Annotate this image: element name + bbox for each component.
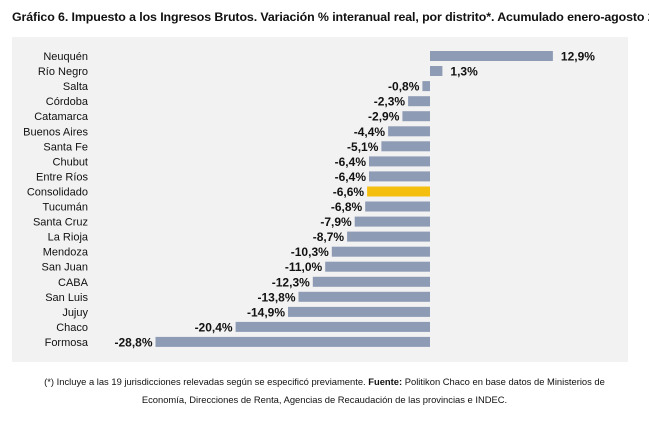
data-label: -6,4% xyxy=(335,170,367,184)
bar-chubut xyxy=(369,156,430,167)
bar-caba xyxy=(312,276,430,287)
data-label: -2,9% xyxy=(368,110,400,124)
data-label: -0,8% xyxy=(388,80,420,94)
data-label: -20,4% xyxy=(195,320,233,334)
data-label: -2,3% xyxy=(374,95,406,109)
data-label: -5,1% xyxy=(347,140,379,154)
category-label: Buenos Aires xyxy=(23,126,88,138)
bar-catamarca xyxy=(402,111,430,122)
category-label: Catamarca xyxy=(34,111,89,123)
category-label: Salta xyxy=(63,81,89,93)
category-label: San Luis xyxy=(45,292,88,304)
chart-panel: Neuquén 12,9% Río Negro 1,3% Salta -0,8% Córdo… xyxy=(12,37,628,362)
bar-jujuy xyxy=(288,306,430,317)
category-label: Santa Cruz xyxy=(33,217,88,229)
category-label: Mendoza xyxy=(43,247,89,259)
category-label: Entre Ríos xyxy=(36,171,88,183)
bar-chaco xyxy=(235,321,430,332)
category-label: Consolidado xyxy=(27,187,88,199)
data-label: 12,9% xyxy=(561,50,595,64)
category-label: San Juan xyxy=(42,262,88,274)
data-label: -28,8% xyxy=(114,335,152,349)
category-label: Río Negro xyxy=(38,66,88,78)
bar-córdoba xyxy=(408,96,430,107)
category-label: Neuquén xyxy=(43,51,88,63)
bar-santa-fe xyxy=(381,141,430,152)
data-label: -4,4% xyxy=(354,125,386,139)
bar-la-rioja xyxy=(347,231,430,242)
category-label: Jujuy xyxy=(62,307,88,319)
data-label: -12,3% xyxy=(272,275,310,289)
data-label: -13,8% xyxy=(257,290,295,304)
bar-chart: Neuquén 12,9% Río Negro 1,3% Salta -0,8% Córdo… xyxy=(23,50,595,350)
bar-tucumán xyxy=(365,201,430,212)
bar-san-juan xyxy=(325,261,430,272)
footnote-line-1: (*) Incluye a las 19 jurisdicciones rele… xyxy=(0,376,649,387)
data-label: -8,7% xyxy=(313,230,345,244)
data-label: -10,3% xyxy=(291,245,329,259)
bar-entre-ríos xyxy=(369,171,430,182)
footnote-line-2: Economía, Direcciones de Renta, Agencias… xyxy=(141,394,508,405)
category-label: Córdoba xyxy=(46,96,89,108)
category-label: Formosa xyxy=(45,337,89,349)
footnote-text: (*) Incluye a las 19 jurisdicciones rele… xyxy=(44,376,369,387)
data-label: -6,4% xyxy=(335,155,367,169)
category-label: CABA xyxy=(58,277,89,289)
source-text: Politikon Chaco en base datos de Ministe… xyxy=(402,376,605,387)
bar-salta xyxy=(422,81,430,92)
data-label: 1,3% xyxy=(450,65,478,79)
bar-formosa xyxy=(155,336,430,347)
category-label: Santa Fe xyxy=(43,141,88,153)
bar-consolidado xyxy=(367,186,430,197)
source-label: Fuente: xyxy=(368,376,403,387)
bar-neuquén xyxy=(430,51,553,61)
chart-title: Gráfico 6. Impuesto a los Ingresos Bruto… xyxy=(12,10,649,24)
bar-mendoza xyxy=(331,246,430,257)
bar-río-negro xyxy=(430,66,443,76)
category-label: La Rioja xyxy=(48,232,89,244)
data-label: -11,0% xyxy=(285,260,323,274)
data-label: -14,9% xyxy=(247,305,285,319)
data-label: -6,8% xyxy=(331,200,363,214)
bar-buenos-aires xyxy=(388,126,430,137)
category-label: Chaco xyxy=(56,322,88,334)
bar-san-luis xyxy=(298,291,430,302)
bar-santa-cruz xyxy=(354,216,430,227)
data-label: -6,6% xyxy=(333,185,365,199)
category-label: Chubut xyxy=(53,156,88,168)
data-label: -7,9% xyxy=(320,215,352,229)
category-label: Tucumán xyxy=(43,202,88,214)
